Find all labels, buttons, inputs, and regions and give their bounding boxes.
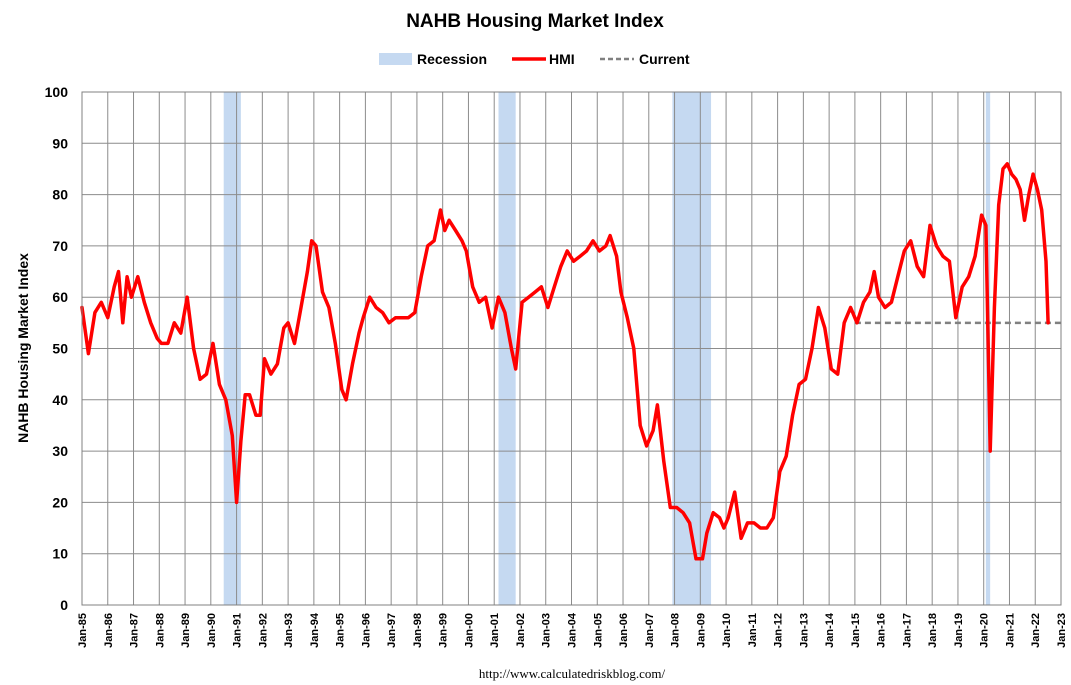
y-tick-label: 10 [52,546,68,562]
x-tick-label: Jan-08 [670,613,682,648]
y-tick-label: 30 [52,443,68,459]
x-tick-label: Jan-03 [541,613,553,648]
x-tick-label: Jan-16 [876,613,888,648]
y-tick-label: 40 [52,392,68,408]
legend: Recession HMI Current [379,51,690,67]
plot-area [80,91,1062,606]
x-tick-label: Jan-96 [360,613,372,648]
x-tick-label: Jan-93 [283,613,295,648]
x-tick-label: Jan-87 [129,613,141,648]
x-tick-label: Jan-13 [798,613,810,648]
x-tick-label: Jan-07 [644,613,656,648]
x-tick-label: Jan-99 [438,613,450,648]
y-tick-label: 20 [52,494,68,510]
y-tick-label: 80 [52,187,68,203]
x-tick-label: Jan-12 [773,613,785,648]
y-tick-label: 50 [52,341,68,357]
series-hmi [80,162,1050,561]
x-tick-label: Jan-94 [309,612,321,648]
x-tick-label: Jan-01 [489,613,501,648]
x-tick-label: Jan-09 [695,613,707,648]
x-tick-label: Jan-98 [412,613,424,648]
x-tick-label: Jan-91 [232,613,244,648]
y-axis-ticks: 0 10 20 30 40 50 60 70 80 90 100 [45,84,69,613]
x-tick-label: Jan-88 [154,613,166,648]
plot-border [81,91,1062,606]
source-link[interactable]: http://www.calculatedriskblog.com/ [479,666,666,681]
hmi-series-line [80,162,1050,561]
x-tick-label: Jan-89 [180,613,192,648]
x-tick-label: Jan-97 [386,613,398,648]
legend-recession-label: Recession [417,51,487,67]
x-tick-label: Jan-23 [1056,613,1068,648]
y-tick-label: 60 [52,289,68,305]
y-tick-label: 0 [60,597,68,613]
x-tick-label: Jan-20 [979,613,991,648]
x-tick-label: Jan-85 [77,613,89,648]
x-axis-ticks: Jan-85 Jan-86 Jan-87 Jan-88 Jan-89 Jan-90 Jan-… [77,612,1068,648]
x-tick-label: Jan-90 [206,613,218,648]
x-tick-label: Jan-11 [747,613,759,647]
legend-hmi-label: HMI [549,51,575,67]
y-tick-label: 100 [45,84,69,100]
y-tick-label: 70 [52,238,68,254]
x-tick-label: Jan-19 [953,613,965,648]
x-tick-label: Jan-15 [850,613,862,648]
x-tick-label: Jan-05 [592,613,604,648]
x-tick-label: Jan-22 [1030,613,1042,648]
y-tick-label: 90 [52,135,68,151]
x-tick-label: Jan-17 [901,613,913,648]
legend-recession-swatch [379,53,412,65]
x-tick-label: Jan-92 [257,613,269,648]
chart-title: NAHB Housing Market Index [406,11,664,32]
x-tick-label: Jan-14 [824,612,836,648]
x-tick-label: Jan-10 [721,613,733,648]
x-tick-label: Jan-86 [103,613,115,648]
x-tick-label: Jan-02 [515,613,527,648]
y-axis-label: NAHB Housing Market Index [15,253,31,443]
x-tick-label: Jan-18 [927,613,939,648]
x-tick-label: Jan-06 [618,613,630,648]
x-tick-label: Jan-21 [1005,613,1017,648]
legend-current-label: Current [639,51,690,67]
x-tick-label: Jan-00 [463,613,475,648]
x-tick-label: Jan-04 [567,612,579,648]
x-tick-label: Jan-95 [335,613,347,648]
